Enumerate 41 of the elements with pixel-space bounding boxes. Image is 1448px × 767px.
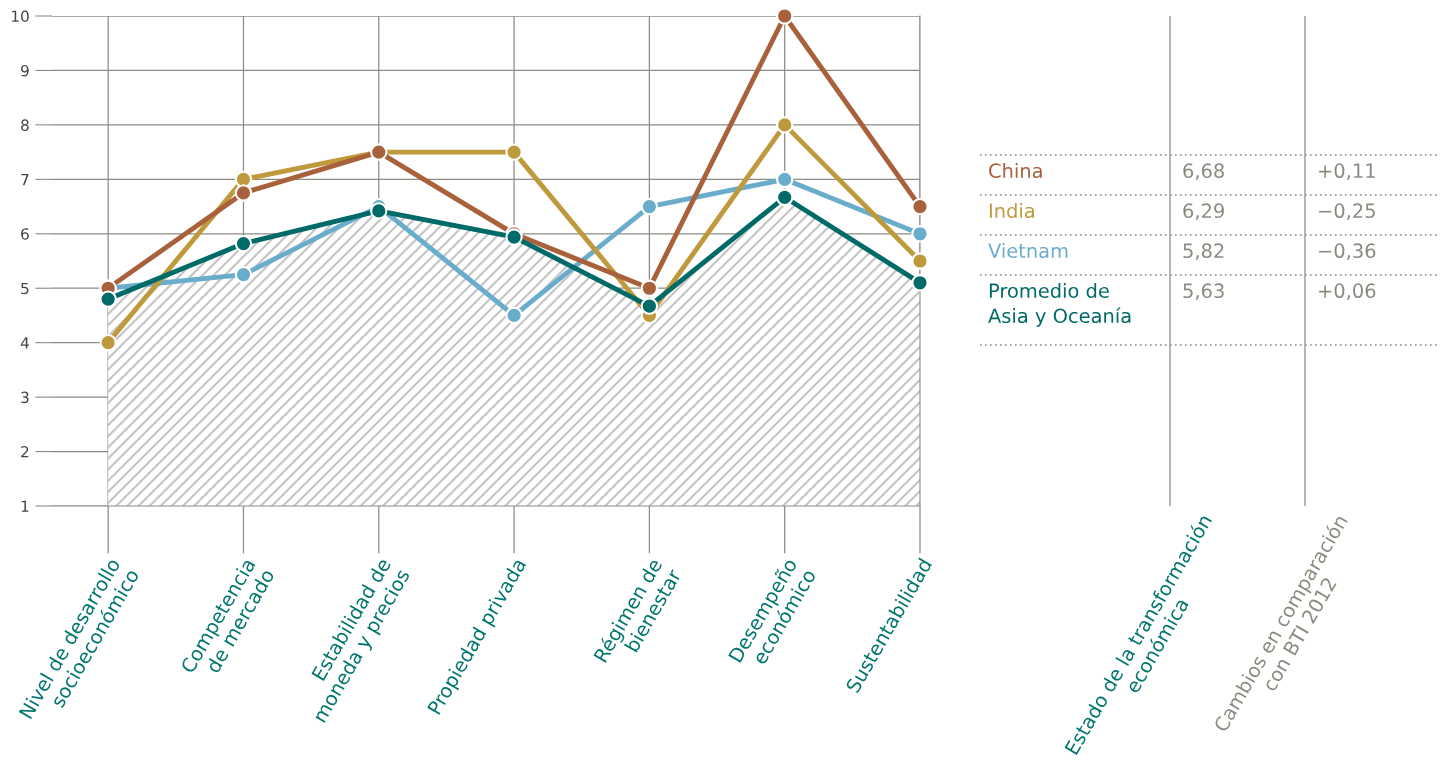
y-tick-label: 7: [21, 174, 29, 186]
y-tick-label: 6: [21, 228, 29, 240]
point: [640, 197, 659, 216]
point: [776, 188, 794, 206]
y-tick-label: 9: [21, 64, 29, 77]
point: [776, 116, 794, 134]
point: [505, 143, 523, 161]
point: [911, 252, 929, 270]
point: [911, 225, 929, 243]
point: [911, 274, 929, 292]
data-label: −0,36: [1319, 243, 1376, 261]
data-label: −0,25: [1319, 203, 1375, 221]
point: [99, 290, 117, 308]
data-label: 6,29: [1183, 203, 1224, 221]
category-label: India: [989, 203, 1034, 219]
y-tick-label: 5: [21, 282, 29, 295]
point: [640, 279, 659, 297]
data-label: 6,68: [1183, 163, 1224, 181]
point: [99, 333, 117, 352]
category-label: China: [989, 163, 1042, 179]
data-label: 5,63: [1183, 283, 1224, 301]
point: [911, 197, 929, 216]
y-tick-label: 4: [20, 337, 29, 349]
point: [370, 202, 388, 220]
point: [640, 297, 659, 315]
point: [776, 170, 794, 189]
point: [505, 306, 523, 325]
point: [776, 7, 794, 25]
data-label: +0,06: [1319, 283, 1376, 301]
point: [234, 234, 253, 253]
category-label: Vietnam: [988, 243, 1068, 259]
point: [234, 265, 253, 284]
category-label: Promedio de Asia y Oceanía: [988, 283, 1131, 327]
y-tick-label: 8: [21, 119, 29, 131]
data-label: +0,11: [1319, 163, 1375, 181]
y-tick-label: 2: [21, 446, 29, 458]
y-tick-label: 10: [12, 10, 29, 23]
data-label: 5,82: [1183, 243, 1224, 261]
y-tick-label: 3: [21, 391, 29, 404]
y-tick-label: 1: [21, 500, 29, 512]
point: [234, 184, 253, 202]
